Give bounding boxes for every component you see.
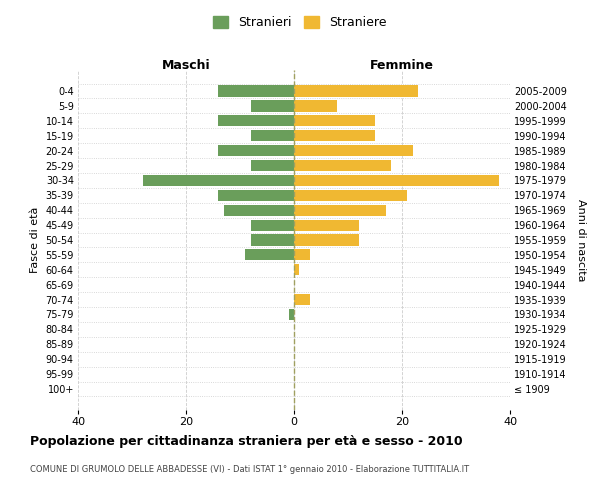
Text: COMUNE DI GRUMOLO DELLE ABBADESSE (VI) - Dati ISTAT 1° gennaio 2010 - Elaborazio: COMUNE DI GRUMOLO DELLE ABBADESSE (VI) -… bbox=[30, 465, 469, 474]
Y-axis label: Anni di nascita: Anni di nascita bbox=[577, 198, 586, 281]
Bar bbox=[294, 160, 391, 171]
Bar bbox=[294, 130, 375, 141]
Bar bbox=[294, 115, 375, 126]
Text: Popolazione per cittadinanza straniera per età e sesso - 2010: Popolazione per cittadinanza straniera p… bbox=[30, 435, 463, 448]
Bar bbox=[294, 86, 418, 96]
Bar bbox=[294, 234, 359, 246]
Bar bbox=[224, 204, 294, 216]
Bar bbox=[251, 234, 294, 246]
Bar bbox=[245, 250, 294, 260]
Legend: Stranieri, Straniere: Stranieri, Straniere bbox=[208, 11, 392, 34]
Bar bbox=[251, 160, 294, 171]
Bar bbox=[218, 115, 294, 126]
Bar bbox=[143, 175, 294, 186]
Bar bbox=[294, 100, 337, 112]
Bar bbox=[294, 175, 499, 186]
Bar bbox=[251, 220, 294, 230]
Bar bbox=[294, 294, 310, 305]
Text: Femmine: Femmine bbox=[370, 58, 434, 71]
Bar bbox=[251, 130, 294, 141]
Bar bbox=[294, 204, 386, 216]
Bar bbox=[294, 264, 299, 276]
Bar bbox=[294, 250, 310, 260]
Bar bbox=[218, 190, 294, 201]
Bar bbox=[294, 145, 413, 156]
Bar bbox=[294, 220, 359, 230]
Bar bbox=[289, 309, 294, 320]
Bar bbox=[218, 86, 294, 96]
Bar bbox=[218, 145, 294, 156]
Text: Maschi: Maschi bbox=[161, 58, 211, 71]
Bar bbox=[294, 190, 407, 201]
Y-axis label: Fasce di età: Fasce di età bbox=[30, 207, 40, 273]
Bar bbox=[251, 100, 294, 112]
